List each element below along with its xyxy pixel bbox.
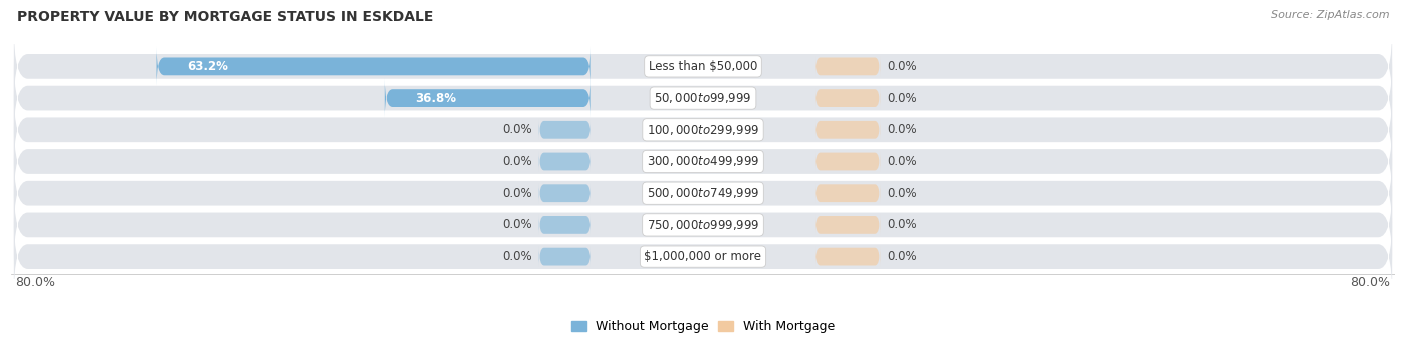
FancyBboxPatch shape (538, 246, 591, 267)
FancyBboxPatch shape (14, 91, 1392, 168)
Text: Source: ZipAtlas.com: Source: ZipAtlas.com (1271, 10, 1389, 20)
Text: 80.0%: 80.0% (15, 276, 56, 289)
FancyBboxPatch shape (815, 151, 880, 172)
FancyBboxPatch shape (14, 123, 1392, 200)
FancyBboxPatch shape (385, 79, 591, 118)
Text: 0.0%: 0.0% (887, 91, 917, 105)
FancyBboxPatch shape (815, 183, 880, 203)
FancyBboxPatch shape (14, 187, 1392, 263)
Text: Less than $50,000: Less than $50,000 (648, 60, 758, 73)
Text: $300,000 to $499,999: $300,000 to $499,999 (647, 154, 759, 169)
Text: 0.0%: 0.0% (887, 155, 917, 168)
Text: 0.0%: 0.0% (887, 123, 917, 136)
Text: 36.8%: 36.8% (415, 91, 456, 105)
FancyBboxPatch shape (14, 155, 1392, 232)
Text: 63.2%: 63.2% (187, 60, 228, 73)
FancyBboxPatch shape (815, 56, 880, 76)
Text: 80.0%: 80.0% (1350, 276, 1391, 289)
Text: $50,000 to $99,999: $50,000 to $99,999 (654, 91, 752, 105)
FancyBboxPatch shape (538, 183, 591, 203)
Text: $1,000,000 or more: $1,000,000 or more (644, 250, 762, 263)
Text: $500,000 to $749,999: $500,000 to $749,999 (647, 186, 759, 200)
Text: 0.0%: 0.0% (502, 218, 531, 232)
FancyBboxPatch shape (815, 88, 880, 108)
Text: 0.0%: 0.0% (502, 155, 531, 168)
Text: 0.0%: 0.0% (887, 187, 917, 200)
FancyBboxPatch shape (14, 218, 1392, 295)
Text: 0.0%: 0.0% (887, 218, 917, 232)
Text: 0.0%: 0.0% (502, 187, 531, 200)
Text: 0.0%: 0.0% (887, 250, 917, 263)
FancyBboxPatch shape (815, 246, 880, 267)
Legend: Without Mortgage, With Mortgage: Without Mortgage, With Mortgage (565, 315, 841, 338)
FancyBboxPatch shape (14, 60, 1392, 136)
Text: PROPERTY VALUE BY MORTGAGE STATUS IN ESKDALE: PROPERTY VALUE BY MORTGAGE STATUS IN ESK… (17, 10, 433, 24)
FancyBboxPatch shape (156, 47, 591, 86)
FancyBboxPatch shape (538, 151, 591, 172)
Text: $750,000 to $999,999: $750,000 to $999,999 (647, 218, 759, 232)
FancyBboxPatch shape (14, 28, 1392, 105)
FancyBboxPatch shape (538, 215, 591, 235)
Text: $100,000 to $299,999: $100,000 to $299,999 (647, 123, 759, 137)
FancyBboxPatch shape (815, 120, 880, 140)
Text: 0.0%: 0.0% (502, 250, 531, 263)
FancyBboxPatch shape (815, 215, 880, 235)
Text: 0.0%: 0.0% (502, 123, 531, 136)
FancyBboxPatch shape (538, 120, 591, 140)
Text: 0.0%: 0.0% (887, 60, 917, 73)
